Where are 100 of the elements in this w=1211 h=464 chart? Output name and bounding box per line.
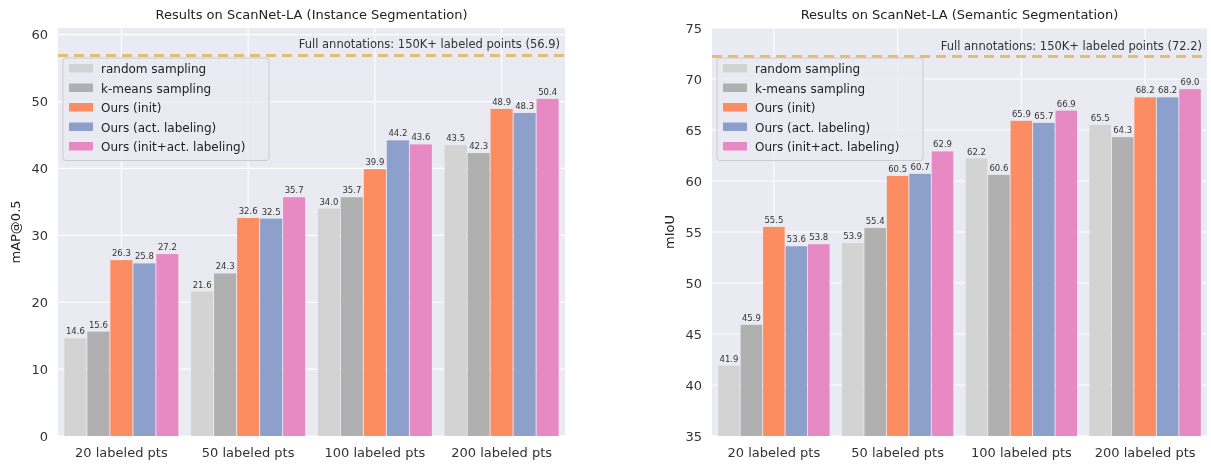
data-label: 53.9 <box>843 231 863 242</box>
data-label: 69.0 <box>1180 77 1200 88</box>
data-label: 43.6 <box>411 132 431 143</box>
legend-label: k-means sampling <box>755 81 866 96</box>
legend-label: random sampling <box>755 62 861 76</box>
data-label: 55.5 <box>764 214 784 225</box>
bar <box>260 218 283 436</box>
y-tick-label: 55 <box>685 224 702 240</box>
data-label: 65.9 <box>1011 108 1031 119</box>
bar <box>283 197 306 436</box>
x-tick-label: 200 labeled pts <box>1094 445 1196 461</box>
y-tick-label: 10 <box>31 361 48 377</box>
y-tick-label: 75 <box>685 20 702 36</box>
bar <box>490 108 513 436</box>
bar <box>386 140 409 436</box>
data-label: 48.3 <box>515 100 535 111</box>
bar <box>317 208 340 436</box>
bar <box>536 98 559 436</box>
y-tick-label: 60 <box>31 27 48 43</box>
x-tick-label: 100 labeled pts <box>324 445 426 461</box>
bar <box>214 273 237 436</box>
data-label: 27.2 <box>157 242 177 253</box>
data-label: 65.5 <box>1090 112 1110 123</box>
x-tick-label: 20 labeled pts <box>727 445 821 461</box>
data-label: 45.9 <box>741 312 761 323</box>
legend-label: k-means sampling <box>101 81 212 96</box>
data-label: 53.8 <box>809 232 829 243</box>
legend-label: Ours (init) <box>755 101 816 115</box>
y-tick-label: 65 <box>685 122 702 138</box>
bar <box>467 153 490 436</box>
data-label: 35.7 <box>284 185 304 196</box>
data-label: 24.3 <box>215 261 235 272</box>
legend-label: random sampling <box>101 62 207 76</box>
legend-label: Ours (act. labeling) <box>755 120 871 135</box>
bar <box>513 112 536 436</box>
data-label: 62.9 <box>933 139 952 150</box>
bar <box>409 144 432 436</box>
y-tick-label: 45 <box>685 326 702 342</box>
y-tick-label: 50 <box>31 94 48 110</box>
y-tick-label: 40 <box>31 161 48 177</box>
x-tick-label: 20 labeled pts <box>75 445 168 461</box>
y-tick-label: 0 <box>39 428 48 444</box>
y-tick-label: 50 <box>685 275 702 291</box>
data-label: 43.5 <box>446 133 466 144</box>
data-label: 62.2 <box>967 146 986 157</box>
data-label: 65.7 <box>1034 110 1054 121</box>
bar <box>444 145 467 436</box>
data-label: 53.6 <box>786 234 806 245</box>
data-label: 66.9 <box>1056 98 1076 109</box>
ref-line-label: Full annotations: 150K+ labeled points (56.9) <box>298 37 560 52</box>
data-label: 50.4 <box>538 86 558 97</box>
bar <box>191 291 214 436</box>
data-label: 21.6 <box>192 279 212 290</box>
y-tick-label: 60 <box>685 173 702 189</box>
data-label: 39.9 <box>365 157 385 168</box>
data-label: 26.3 <box>111 248 131 259</box>
x-tick-label: 50 labeled pts <box>201 445 295 461</box>
data-label: 14.6 <box>65 326 85 337</box>
x-tick-label: 100 labeled pts <box>970 445 1073 461</box>
data-label: 35.7 <box>342 185 362 196</box>
x-tick-label: 50 labeled pts <box>851 445 945 461</box>
y-axis-title: mIoU <box>662 215 677 249</box>
data-label: 48.9 <box>492 96 512 107</box>
legend-label: Ours (init) <box>101 101 162 115</box>
legend-label: Ours (init+act. labeling) <box>755 140 900 154</box>
ref-line-label: Full annotations: 150K+ labeled points (72.2) <box>940 38 1202 53</box>
bar <box>340 197 363 436</box>
bar <box>110 260 133 436</box>
bar <box>64 338 87 436</box>
data-label: 60.6 <box>989 162 1009 173</box>
chart-title: Results on ScanNet-LA (Semantic Segmentation) <box>800 7 1119 22</box>
bar <box>156 254 179 436</box>
data-label: 32.6 <box>238 205 258 216</box>
data-label: 68.2 <box>1135 85 1155 96</box>
data-label: 55.4 <box>865 215 885 226</box>
data-label: 42.3 <box>469 141 489 152</box>
y-tick-label: 30 <box>31 228 48 243</box>
bar <box>87 331 110 436</box>
bar <box>133 263 156 436</box>
bar <box>237 217 260 436</box>
data-label: 60.5 <box>888 163 908 174</box>
legend-label: Ours (act. labeling) <box>101 120 217 135</box>
y-tick-label: 20 <box>31 294 48 310</box>
bar <box>363 169 386 436</box>
chart-title: Results on ScanNet-LA (Instance Segmentation) <box>155 7 468 22</box>
data-label: 60.7 <box>910 161 930 172</box>
data-label: 64.3 <box>1113 125 1133 136</box>
data-label: 25.8 <box>134 251 154 262</box>
data-label: 15.6 <box>88 319 108 330</box>
data-label: 34.0 <box>319 196 339 207</box>
data-label: 32.5 <box>261 206 281 217</box>
y-tick-label: 70 <box>685 71 702 87</box>
data-label: 44.2 <box>388 128 408 139</box>
y-tick-label: 40 <box>685 377 702 393</box>
legend-label: Ours (init+act. labeling) <box>101 140 246 154</box>
y-axis-title: mAP@0.5 <box>8 200 23 264</box>
data-label: 68.2 <box>1158 85 1178 96</box>
y-tick-label: 35 <box>685 428 702 444</box>
data-label: 41.9 <box>719 353 739 364</box>
x-tick-label: 200 labeled pts <box>451 445 553 461</box>
